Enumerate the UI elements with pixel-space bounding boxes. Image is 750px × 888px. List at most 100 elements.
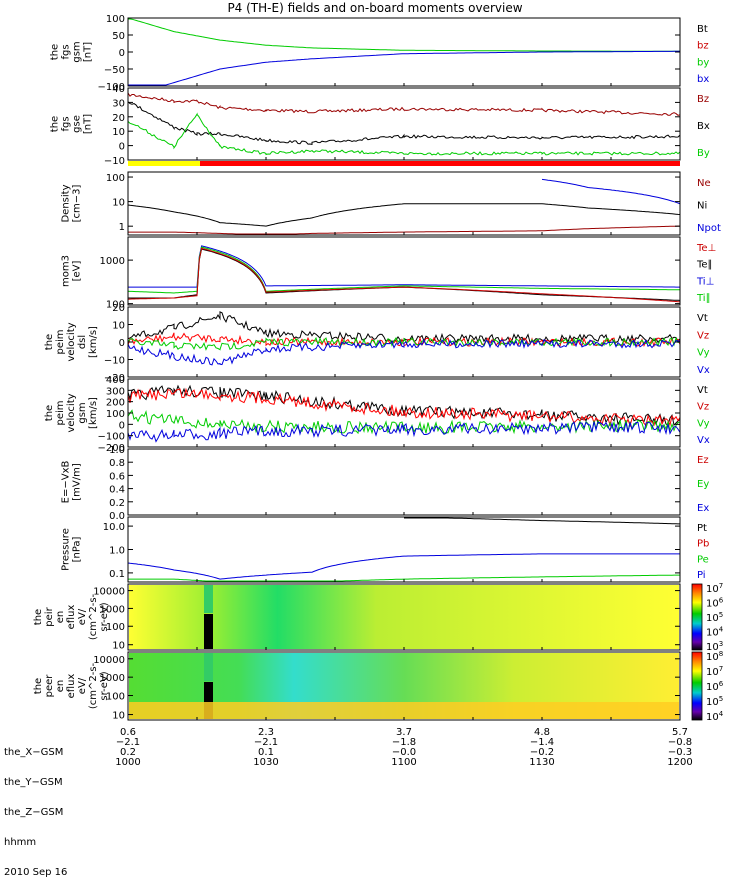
y-tick-label-p2: 40 (112, 84, 125, 95)
series-mom3-ev--Ti⊥ (128, 245, 680, 288)
footer-value-z: −0.3 (667, 747, 693, 758)
y-axis-label-p10: peer (44, 674, 55, 698)
y-axis-label-p2: [nT] (83, 114, 94, 134)
y-tick-label-p7: 0.8 (109, 458, 125, 469)
y-axis-label-p10: (cm^2-s- (88, 662, 99, 709)
y-tick-label-p6: 0 (119, 420, 125, 431)
y-tick-label-p1: 0 (119, 48, 125, 59)
y-axis-label-p10: sr-eV) (99, 671, 110, 700)
y-tick-label-p1: −100 (98, 82, 125, 93)
y-axis-label-p10: eV/ (77, 677, 88, 694)
footer-value-t: 1130 (529, 757, 555, 768)
y-axis-label-p6: velocity (66, 393, 77, 432)
footer-value-y: −1.4 (529, 737, 555, 748)
spectrogram-gapband-p10 (204, 653, 213, 681)
y-axis-label-p10: eflux (66, 674, 77, 699)
y-tick-label-p2: 0 (119, 142, 125, 153)
y-axis-label-p3: [cm−3] (72, 185, 83, 223)
series-density-cm-3--Ni (127, 203, 681, 227)
spectrogram-gap-p10 (204, 682, 213, 719)
panel-frame-p7 (127, 448, 681, 516)
spectrogram-gap-p9 (204, 614, 213, 649)
legend-p6-1: Vz (697, 402, 709, 413)
spectrogram-p9 (129, 585, 679, 649)
y-axis-label-p3: Density (61, 184, 72, 222)
series-mom3-ev--Te∥ (128, 248, 681, 301)
y-axis-label-p4: mom3 (61, 255, 72, 287)
y-tick-label-p10: 1000 (100, 673, 125, 684)
y-tick-label-p10: 10000 (93, 655, 125, 666)
y-tick-label-p6: 100 (106, 409, 125, 420)
footer-value-z: −0.0 (391, 747, 417, 758)
chart-title: P4 (TH-E) fields and on-board moments ov… (227, 1, 523, 15)
legend-p5-1: Vz (697, 330, 709, 341)
y-tick-label-p9: 10000 (93, 587, 125, 598)
y-axis-label-p1: [nT] (83, 42, 94, 62)
legend-p7-0: Ez (697, 455, 709, 466)
colorbar-label-p10: 106 (706, 680, 724, 693)
footer-label-z: the_Z−GSM (4, 807, 64, 818)
footer-value-z: 0.2 (120, 747, 136, 758)
footer-value-t: 1200 (667, 757, 693, 768)
legend-p8-2: Pe (697, 554, 709, 565)
y-axis-label-p7: [mV/m] (72, 463, 83, 501)
y-tick-label-p7: 0.6 (109, 471, 125, 482)
y-tick-label-p5: −20 (104, 373, 125, 384)
spectrogram-lowband (129, 702, 679, 719)
footer-value-x: 2.3 (258, 727, 274, 738)
y-tick-label-p1: 50 (112, 31, 125, 42)
y-tick-label-p10: 10 (112, 711, 125, 722)
series-the-fgs-gse-nt--Bx (127, 101, 681, 146)
legend-p6-2: Vy (697, 418, 710, 429)
y-tick-label-p6: −200 (98, 443, 125, 454)
legend-p8-1: Pb (697, 539, 709, 550)
y-tick-label-p2: 20 (112, 113, 125, 124)
colorbar-label-p9: 105 (706, 611, 723, 624)
y-tick-label-p9: 10 (112, 641, 125, 652)
colorbar-label-p10: 107 (706, 665, 723, 678)
legend-p3-2: Npot (697, 223, 721, 234)
legend-p6-0: Vt (697, 385, 708, 396)
y-axis-label-p5: velocity (66, 322, 77, 361)
spectrogram-gapband-p9 (204, 585, 213, 613)
y-tick-label-p5: 10 (112, 321, 125, 332)
series-the-fgs-gse-nt--By (127, 112, 681, 156)
y-tick-label-p2: 10 (112, 127, 125, 138)
footer-value-t: 1100 (391, 757, 417, 768)
series-the-peim-velocity-dsl-km-s--Vy (127, 336, 681, 351)
colorbar-p9 (691, 583, 703, 651)
y-axis-label-p6: [km/s] (88, 397, 99, 429)
y-tick-label-p2: −10 (104, 156, 125, 167)
y-axis-label-p2: the (50, 116, 61, 132)
legend-p2-1: Bx (697, 121, 710, 132)
y-tick-label-p5: 20 (112, 303, 125, 314)
footer-value-x: 0.6 (120, 727, 136, 738)
panel-frame-p4 (127, 236, 681, 306)
y-tick-label-p6: 400 (106, 375, 125, 386)
colorbar-label-p10: 108 (706, 650, 723, 663)
y-axis-label-p9: eV/ (77, 608, 88, 625)
y-tick-label-p7: 0.2 (109, 498, 125, 509)
y-axis-label-p2: gse (72, 115, 83, 133)
footer-label-x: the_X−GSM (4, 747, 64, 758)
y-axis-label-p8: Pressure (61, 528, 72, 571)
legend-p4-0: Te⊥ (696, 243, 716, 254)
footer-value-t: 1000 (115, 757, 141, 768)
y-tick-label-p7: 0.4 (109, 485, 125, 496)
legend-p4-3: Ti∥ (696, 293, 711, 304)
y-axis-label-p10: the (33, 678, 44, 694)
y-axis-label-p10: en (55, 680, 66, 693)
panel-frame-p2 (127, 87, 681, 161)
y-axis-label-p1: the (50, 44, 61, 60)
legend-p1-3: bx (697, 74, 709, 85)
series-mom3-ev--Ti∥ (127, 246, 680, 294)
legend-p5-0: Vt (697, 313, 708, 324)
colorbar-label-p9: 107 (706, 582, 723, 595)
y-axis-label-p5: peim (55, 329, 66, 354)
legend-p1-1: bz (697, 41, 709, 52)
y-tick-label-p4: 1000 (100, 256, 125, 267)
series-the-fgs-gsm-nt--by (128, 18, 680, 52)
legend-p8-3: Pi (697, 570, 706, 581)
y-tick-label-p3: 10 (112, 198, 125, 209)
